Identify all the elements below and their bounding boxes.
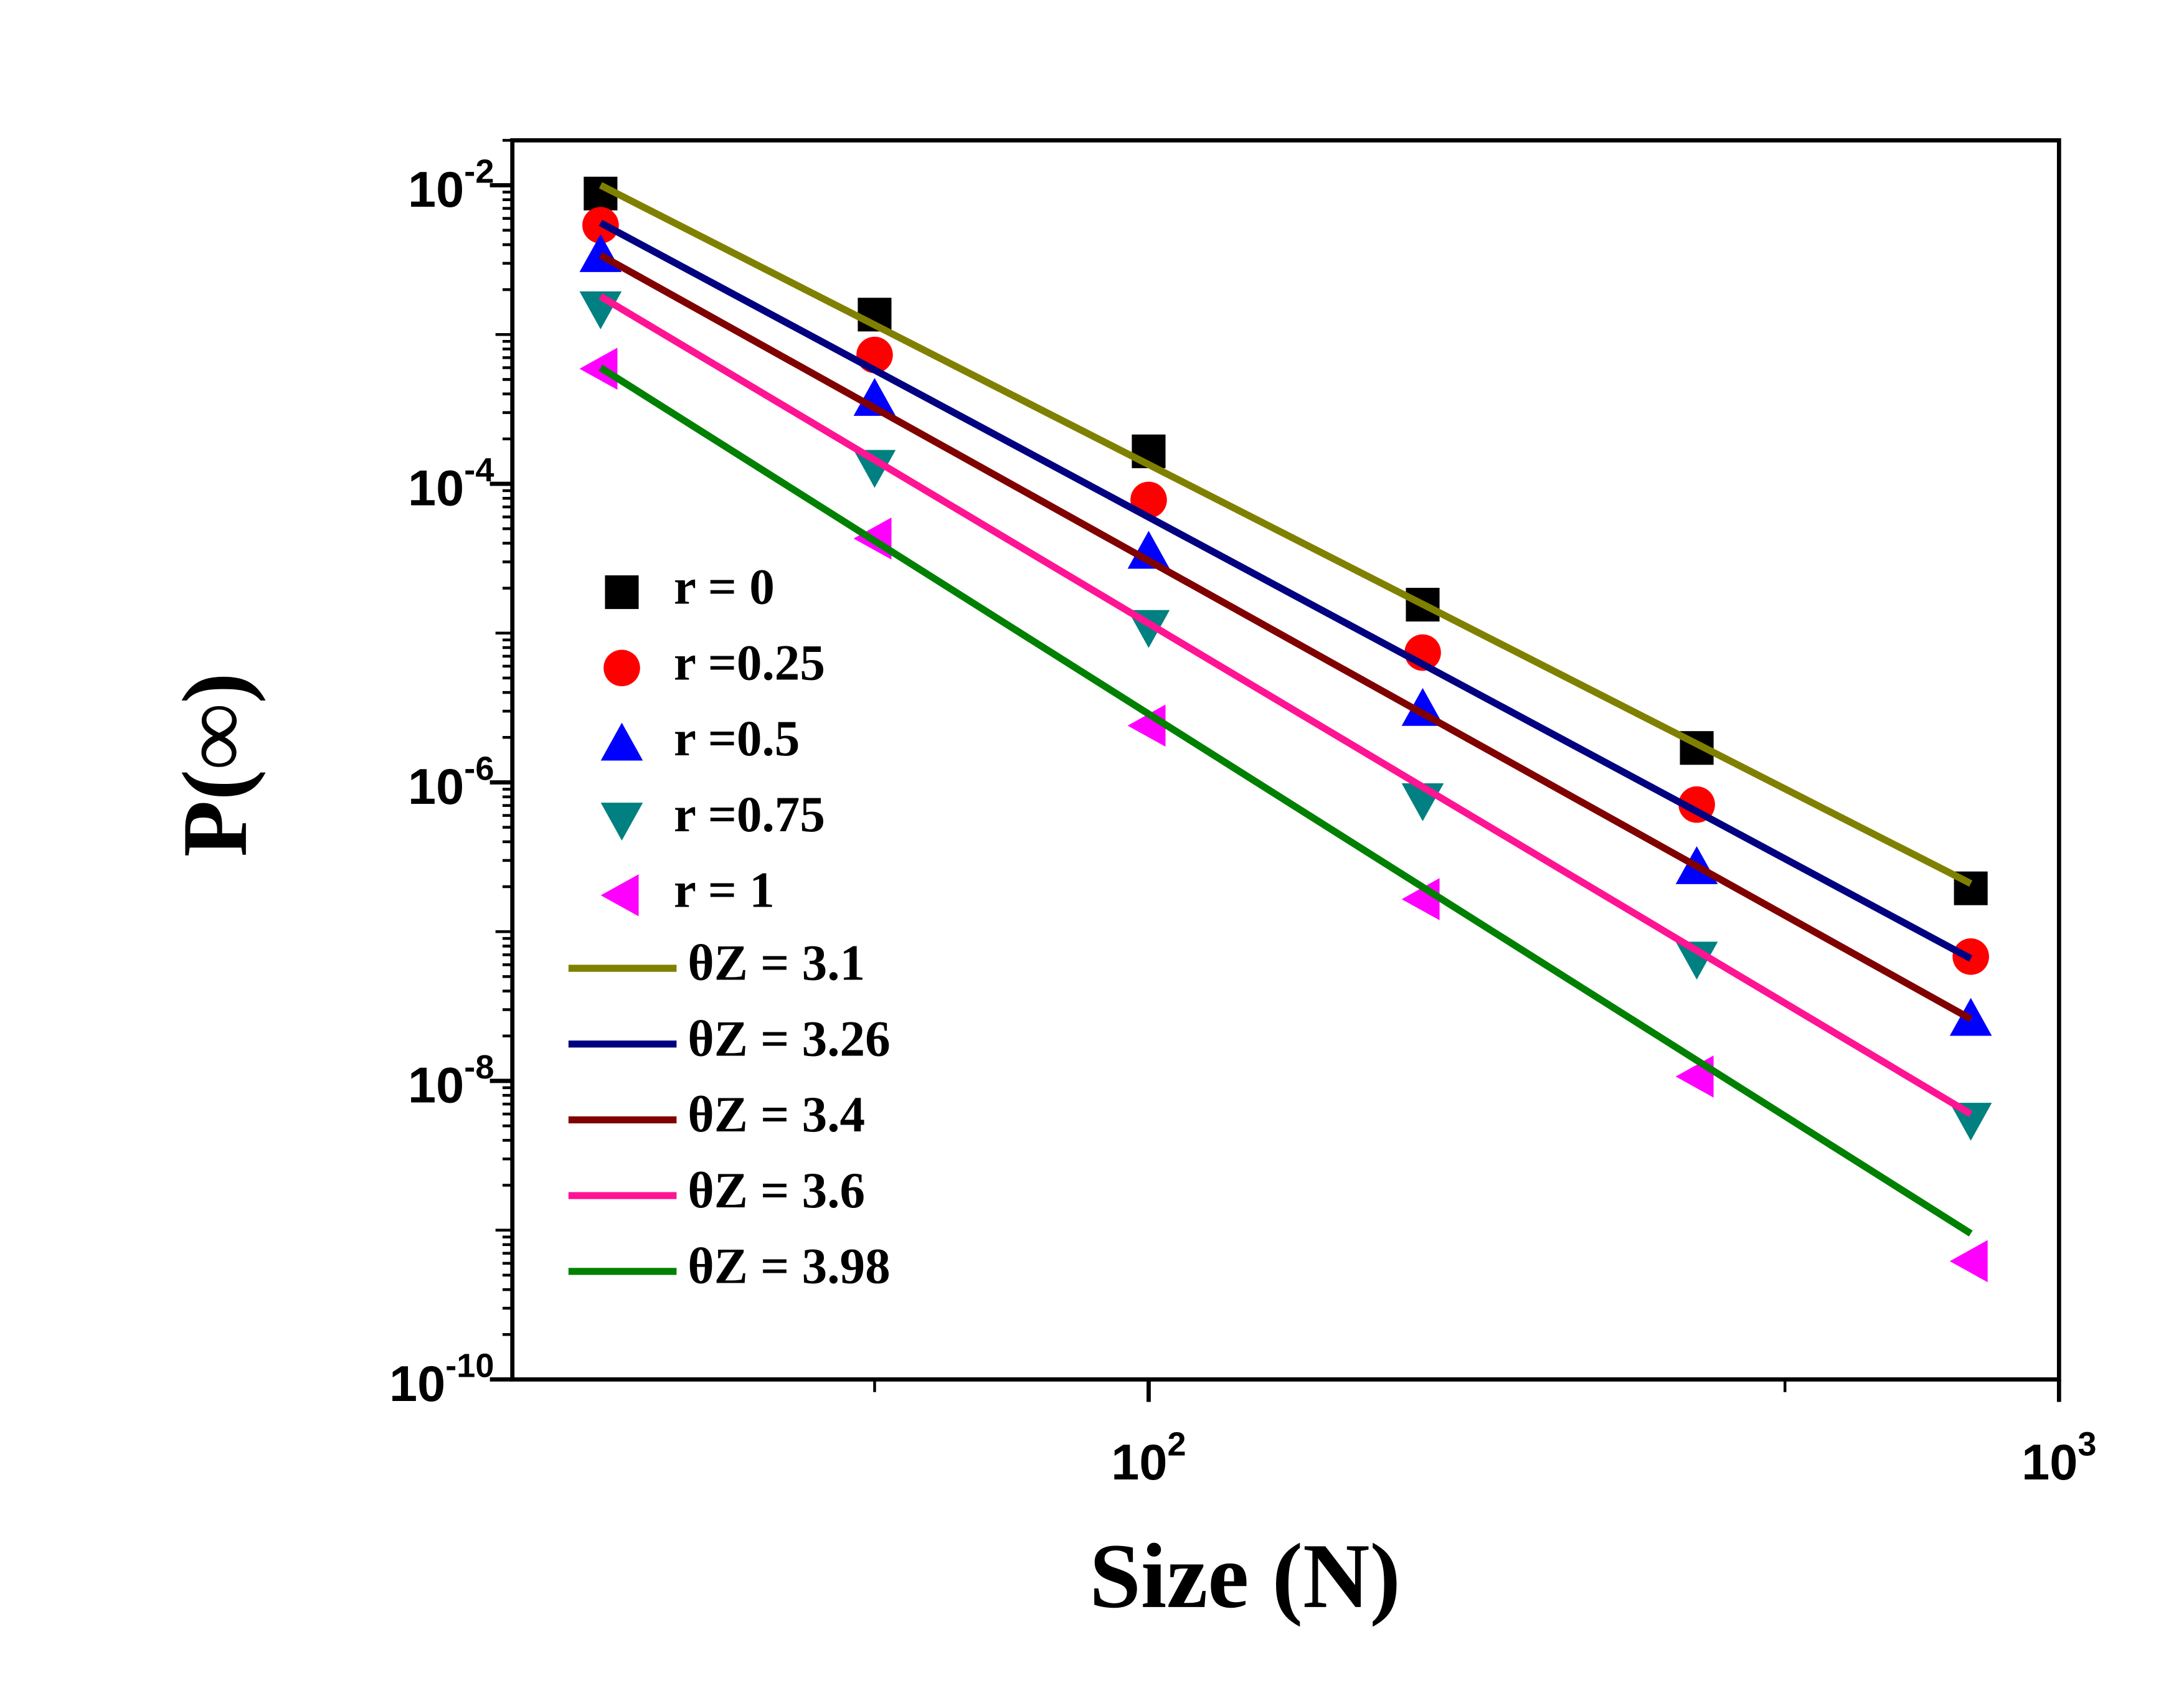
legend-marker [603, 649, 640, 687]
legend-marker [605, 575, 639, 610]
fit-line [598, 364, 1973, 1237]
legend-label: r = 0 [674, 559, 775, 615]
fit-line [598, 182, 1973, 887]
legend-label: r =0.5 [674, 710, 800, 766]
legend-marker [600, 803, 643, 841]
x-tick-label: 102 [1111, 1426, 1186, 1491]
fit-line [598, 219, 1973, 962]
marker [1949, 1240, 1988, 1283]
legend-label: θZ = 3.1 [688, 935, 865, 991]
x-tick-label: 103 [2021, 1426, 2096, 1491]
y-axis-label: P(∞) [164, 672, 267, 857]
y-tick-label: 10-2 [408, 153, 494, 219]
marker [853, 450, 896, 488]
y-tick-label: 10-8 [408, 1049, 494, 1114]
y-tick-label: 10-4 [408, 451, 494, 517]
legend-marker [600, 722, 643, 761]
legend-label: r =0.25 [674, 634, 825, 691]
y-tick-label: 10-6 [408, 750, 494, 816]
legend-label: r =0.75 [674, 786, 825, 842]
fit-line [598, 252, 1973, 1022]
marker [1949, 1103, 1992, 1141]
legend-label: r = 1 [674, 862, 775, 918]
y-tick-label: 10-10 [389, 1347, 494, 1413]
legend-label: θZ = 3.98 [688, 1238, 890, 1294]
marker [1675, 941, 1718, 980]
marker [853, 377, 896, 416]
legend-marker [600, 874, 639, 917]
fit-line [598, 293, 1973, 1117]
legend-label: θZ = 3.6 [688, 1163, 865, 1219]
legend-label: θZ = 3.26 [688, 1011, 890, 1067]
x-axis-label: Size (N) [1089, 1525, 1401, 1628]
plot-frame [510, 138, 2061, 1382]
marker [1127, 531, 1170, 569]
legend-label: θZ = 3.4 [688, 1087, 865, 1143]
marker [579, 347, 618, 390]
